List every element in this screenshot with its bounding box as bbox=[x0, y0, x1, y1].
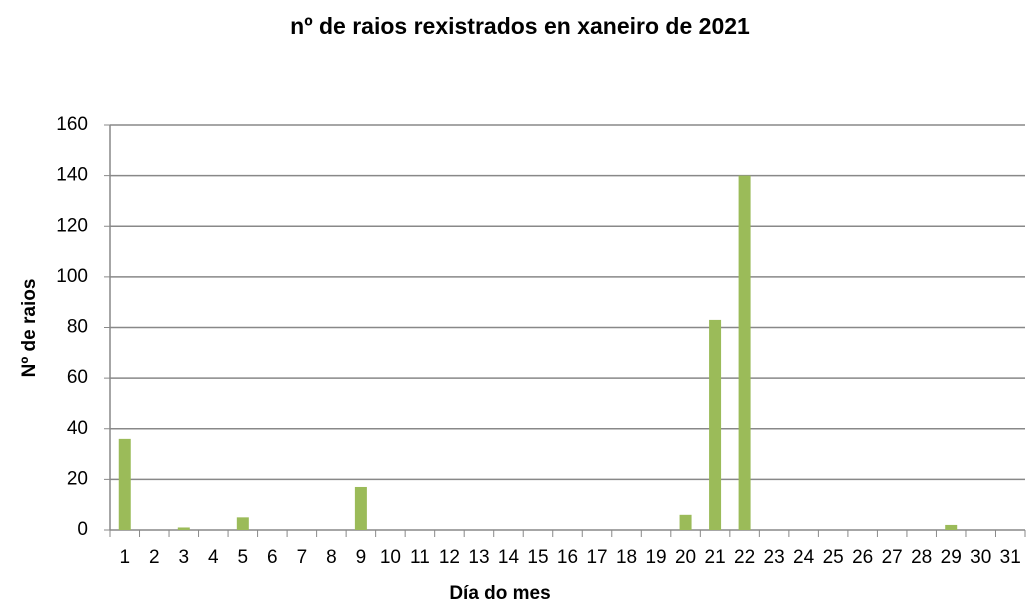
bar bbox=[236, 517, 249, 530]
x-tick-label: 14 bbox=[498, 547, 520, 568]
x-tick-label: 22 bbox=[734, 547, 755, 568]
x-tick-label: 4 bbox=[208, 547, 219, 568]
x-tick-label: 7 bbox=[297, 547, 308, 568]
y-tick-label: 120 bbox=[56, 215, 88, 236]
y-tick-label: 140 bbox=[56, 165, 88, 186]
x-tick-label: 20 bbox=[675, 547, 696, 568]
bar bbox=[679, 514, 692, 530]
y-tick-label: 60 bbox=[67, 367, 88, 388]
x-tick-label: 31 bbox=[1000, 547, 1021, 568]
x-tick-label: 3 bbox=[179, 547, 190, 568]
x-tick-label: 30 bbox=[970, 547, 991, 568]
x-axis-label: Día do mes bbox=[449, 583, 550, 604]
x-tick-label: 29 bbox=[941, 547, 962, 568]
y-tick-label: 100 bbox=[56, 266, 88, 287]
x-tick-label: 1 bbox=[119, 547, 130, 568]
x-tick-label: 11 bbox=[410, 547, 430, 568]
bar bbox=[945, 524, 958, 530]
y-tick-label: 20 bbox=[67, 468, 88, 489]
x-tick-label: 6 bbox=[267, 547, 278, 568]
bar bbox=[177, 527, 190, 530]
x-tick-label: 26 bbox=[852, 547, 873, 568]
bar bbox=[709, 319, 722, 530]
x-tick-label: 24 bbox=[793, 547, 815, 568]
x-tick-label: 9 bbox=[356, 547, 367, 568]
x-tick-label: 2 bbox=[149, 547, 160, 568]
x-tick-label: 19 bbox=[645, 547, 666, 568]
x-tick-label: 16 bbox=[557, 547, 578, 568]
x-tick-label: 27 bbox=[882, 547, 903, 568]
y-axis-label: Nº de raios bbox=[19, 279, 40, 378]
y-tick-label: 40 bbox=[67, 418, 88, 439]
x-tick-label: 13 bbox=[468, 547, 489, 568]
x-tick-label: 21 bbox=[705, 547, 726, 568]
x-tick-label: 25 bbox=[823, 547, 844, 568]
x-tick-label: 12 bbox=[439, 547, 460, 568]
x-tick-label: 23 bbox=[764, 547, 785, 568]
x-tick-label: 18 bbox=[616, 547, 637, 568]
chart-title: nº de raios rexistrados en xaneiro de 20… bbox=[290, 13, 750, 39]
y-tick-label: 160 bbox=[56, 114, 88, 135]
x-tick-label: 8 bbox=[326, 547, 337, 568]
bar bbox=[354, 486, 367, 530]
y-tick-label: 80 bbox=[67, 317, 88, 338]
x-tick-label: 15 bbox=[527, 547, 548, 568]
x-tick-label: 10 bbox=[380, 547, 401, 568]
x-tick-label: 5 bbox=[238, 547, 249, 568]
bar bbox=[118, 438, 131, 530]
x-tick-label: 17 bbox=[586, 547, 607, 568]
x-tick-label: 28 bbox=[911, 547, 932, 568]
bar bbox=[738, 175, 751, 530]
y-tick-label: 0 bbox=[77, 519, 88, 540]
